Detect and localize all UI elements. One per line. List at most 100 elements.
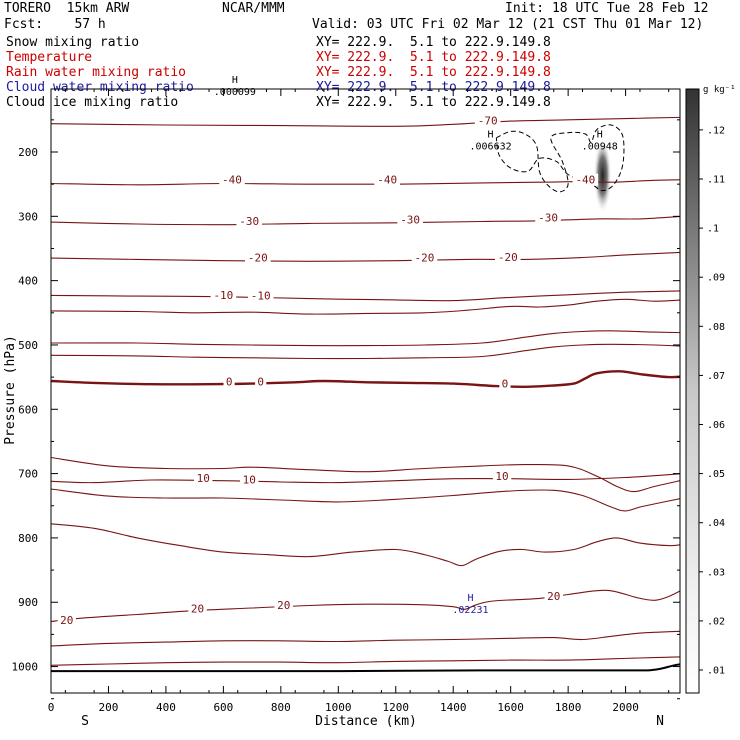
y-tick-label: 200 (18, 146, 38, 159)
contour-label-bg (495, 250, 521, 263)
contour-label-bg (194, 472, 213, 485)
y-tick-label: 500 (18, 339, 38, 352)
contour-label: 20 (60, 614, 73, 627)
south-label: S (81, 714, 89, 729)
contour-label: -40 (222, 174, 242, 187)
y-tick-label: 1000 (12, 661, 39, 674)
isotherm-line-6 (51, 630, 680, 647)
contour-label: -40 (377, 174, 397, 187)
colorbar-tick-label: .12 (707, 125, 725, 136)
isotherm-line-0 (51, 298, 680, 315)
contour-label: 20 (191, 603, 204, 616)
contour-label: -20 (248, 251, 268, 264)
isotherm-20 (51, 589, 680, 623)
y-axis-title: Pressure (hPa) (3, 335, 18, 445)
y-tick-label: 900 (18, 596, 38, 609)
legend-cloud-water: Cloud water mixing ratio (6, 80, 194, 95)
colorbar-tick-label: .02 (707, 616, 725, 627)
model-title: TORERO 15km ARW (4, 1, 130, 16)
contour-label: 10 (197, 472, 210, 485)
x-tick-label: 1200 (383, 701, 410, 714)
x-tick-label: 2000 (612, 701, 639, 714)
contour-label-bg (219, 173, 245, 186)
contour-label-bg (223, 375, 235, 388)
x-tick-label: 600 (213, 701, 233, 714)
x-axis-title: Distance (km) (315, 714, 417, 729)
contour-label-bg (236, 214, 263, 227)
contour-label: 20 (547, 590, 560, 603)
contour-label-bg (499, 377, 511, 390)
contour-label-bg (572, 173, 599, 186)
legend-cloud-ice-xy: XY= 222.9. 5.1 to 222.9.149.8 (316, 95, 551, 110)
north-label: N (656, 714, 664, 729)
x-tick-label: 1800 (555, 701, 582, 714)
colorbar-tick-label: .1 (707, 224, 719, 235)
contour-label-bg (247, 289, 274, 302)
isotherm--30 (51, 215, 680, 226)
contour-label: -20 (415, 251, 435, 264)
maximum-value: .02231 (452, 605, 488, 616)
contour-label-bg (411, 251, 438, 264)
contour-label-bg (274, 598, 293, 611)
cloud-ice-contour (495, 124, 625, 193)
contour-label: -70 (478, 114, 498, 127)
legend-cloud-ice: Cloud ice mixing ratio (6, 95, 179, 110)
isotherm-10 (51, 473, 680, 484)
maximum-value: .006632 (469, 141, 511, 152)
legend-cloud-water-xy: XY= 222.9. 5.1 to 222.9.149.8 (316, 80, 551, 95)
contour-label-bg (544, 589, 563, 602)
legend-snow-xy: XY= 222.9. 5.1 to 222.9.149.8 (316, 35, 551, 50)
contour-label: 0 (502, 378, 509, 391)
colorbar-tick-label: .04 (707, 518, 725, 529)
legend-snow: Snow mixing ratio (6, 35, 140, 50)
contour-label-bg (374, 173, 400, 186)
colorbar (685, 88, 700, 694)
colorbar-tick-label: .08 (707, 322, 725, 333)
legend-rain-xy: XY= 222.9. 5.1 to 222.9.149.8 (316, 65, 551, 80)
isotherm-line-3 (51, 456, 680, 493)
x-tick-label: 1400 (440, 701, 467, 714)
isotherm-0 (51, 370, 680, 389)
colorbar-units: g kg⁻¹ (703, 85, 736, 95)
colorbar-tick-label: .11 (707, 175, 725, 186)
isotherm--40 (51, 179, 680, 186)
contour-label: 20 (277, 599, 290, 612)
contour-label-bg (474, 114, 501, 127)
contour-label: -20 (498, 251, 518, 264)
x-tick-label: 400 (156, 701, 176, 714)
maximum-marker: H (597, 129, 603, 140)
y-tick-label: 800 (18, 532, 38, 545)
snow-mixing-core (593, 141, 612, 218)
legend-temperature: Temperature (6, 50, 93, 65)
colorbar-tick-label: .07 (707, 371, 725, 382)
maximum-value: .00948 (582, 141, 618, 152)
contour-label-bg (188, 602, 207, 615)
colorbar-tick-label: .03 (707, 567, 725, 578)
contour-label: -30 (239, 215, 259, 228)
maximum-marker: H (488, 129, 494, 140)
isotherm-line-4 (51, 488, 680, 512)
valid-time: Valid: 03 UTC Fri 02 Mar 12 (21 CST Thu … (312, 17, 704, 32)
y-tick-label: 700 (18, 468, 38, 481)
contour-label-bg (240, 473, 259, 486)
y-tick-label: 300 (18, 210, 38, 223)
contour-label: 0 (226, 376, 233, 389)
y-tick-label: 600 (18, 403, 38, 416)
plot-frame (50, 88, 681, 694)
init-time: Init: 18 UTC Tue 28 Feb 12 (505, 1, 709, 16)
isotherm-line-1 (51, 330, 680, 347)
maximum-marker: H (232, 75, 238, 86)
isotherm--70 (51, 116, 680, 127)
x-tick-label: 800 (271, 701, 291, 714)
legend-temperature-xy: XY= 222.9. 5.1 to 222.9.149.8 (316, 50, 551, 65)
contour-label: -10 (213, 289, 233, 302)
contour-label: -40 (575, 174, 595, 187)
colorbar-tick-label: .06 (707, 420, 725, 431)
contour-label-bg (397, 213, 423, 226)
contour-label: 10 (495, 470, 508, 483)
contour-label-bg (210, 288, 237, 301)
x-tick-label: 1000 (325, 701, 352, 714)
isotherm-line-2 (51, 343, 680, 360)
surface-pressure-line (51, 663, 680, 673)
legend-rain: Rain water mixing ratio (6, 65, 187, 80)
